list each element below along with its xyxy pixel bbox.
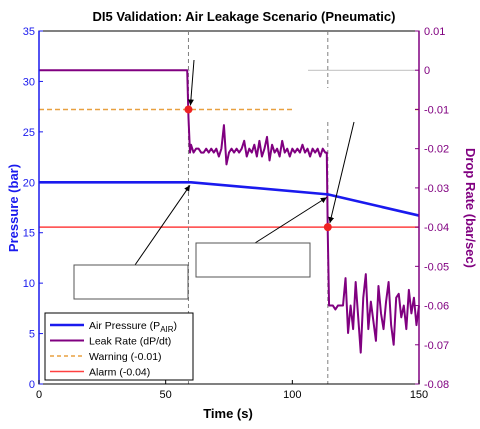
injection60-box	[195, 242, 311, 278]
right-tick-label: -0.04	[424, 222, 449, 234]
left-tick-label: 25	[23, 127, 35, 139]
legend-label-text: Alarm (-0.04)	[89, 367, 150, 379]
legend-label-text: Air Pressure (P	[89, 320, 160, 332]
warning-note-bg	[190, 37, 308, 71]
x-tick-label: 100	[283, 389, 301, 401]
legend: Air Pressure (PAIR)Leak Rate (dP/dt)Warn…	[44, 312, 194, 381]
alarm-note-arrow	[328, 121, 355, 224]
injection20-box	[73, 264, 189, 300]
legend-label-1: Leak Rate (dP/dt)	[89, 336, 171, 348]
left-tick-label: 10	[23, 278, 35, 290]
right-tick-label: -0.08	[424, 379, 449, 391]
injection20-arrow	[134, 185, 191, 266]
right-tick-label: -0.07	[424, 340, 449, 352]
threshold-marker-1	[323, 223, 332, 232]
left-tick-label: 35	[23, 26, 35, 38]
air-pressure-line	[39, 180, 420, 217]
annotations-group	[73, 37, 413, 300]
threshold-marker-0	[184, 105, 193, 114]
left-axis-label: Pressure (bar)	[6, 164, 21, 252]
warning-note-arrow	[187, 59, 195, 106]
right-tick-label: -0.01	[424, 104, 449, 116]
right-tick-label: -0.03	[424, 183, 449, 195]
leak-rate-line	[39, 69, 420, 354]
injection60-arrow	[254, 196, 328, 244]
left-tick-label: 5	[29, 329, 35, 341]
markers-group	[184, 105, 332, 232]
legend-label-2: Warning (-0.01)	[89, 351, 162, 363]
right-axis-label: Drop Rate (bar/sec)	[463, 148, 478, 268]
right-tick-label: 0.01	[424, 26, 445, 38]
right-tick-label: 0	[424, 65, 430, 77]
x-tick-label: 0	[36, 389, 42, 401]
x-axis-label: Time (s)	[203, 406, 253, 421]
left-tick-label: 30	[23, 76, 35, 88]
right-tick-label: -0.02	[424, 144, 449, 156]
x-tick-label: 150	[410, 389, 428, 401]
legend-label-suffix: )	[174, 320, 178, 332]
legend-label-0: Air Pressure (PAIR)	[89, 320, 177, 334]
legend-label-text: Warning (-0.01)	[89, 351, 162, 363]
left-tick-label: 15	[23, 228, 35, 240]
right-tick-label: -0.06	[424, 301, 449, 313]
legend-label-sub: AIR	[160, 325, 174, 334]
axes-group: 0 50 100 150 0 5 10 15 20 25 30 35 0.01 0 -0.01 -0.02 -0…	[23, 26, 449, 401]
left-tick-label: 20	[23, 177, 35, 189]
x-tick-label: 50	[160, 389, 172, 401]
chart-title: DI5 Validation: Air Leakage Scenario (Pn…	[93, 9, 396, 24]
legend-label-text: Leak Rate (dP/dt)	[89, 336, 171, 348]
right-tick-label: -0.05	[424, 261, 449, 273]
alarm-note-bg	[295, 88, 413, 122]
series-group	[39, 69, 420, 354]
left-tick-label: 0	[29, 379, 35, 391]
legend-label-3: Alarm (-0.04)	[89, 367, 150, 379]
